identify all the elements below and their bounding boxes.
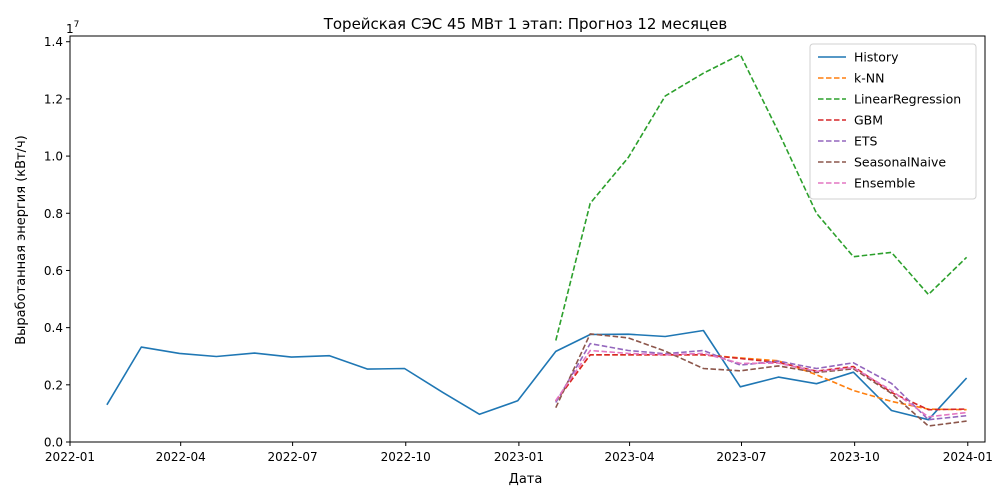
y-tick-label: 0.8 xyxy=(44,207,63,221)
series-line-ensemble xyxy=(555,349,967,418)
chart-title: Торейская СЭС 45 МВт 1 этап: Прогноз 12 … xyxy=(323,15,728,33)
x-tick-label: 2022-07 xyxy=(268,450,318,464)
series-line-linearregression xyxy=(555,53,968,341)
y-tick-label: 1.2 xyxy=(44,92,63,106)
series-line-history xyxy=(106,329,968,421)
legend-label-ets: ETS xyxy=(854,134,878,149)
x-tick-label: 2023-10 xyxy=(830,450,880,464)
legend-label-seasonalnaive: SeasonalNaive xyxy=(854,155,946,170)
y-tick-label: 0.2 xyxy=(44,378,63,392)
plot-area: 2022-01 2022-04 2022-07 2022-10 2023-01 2023-… xyxy=(44,35,993,464)
legend: History k-NN LinearRegression GBM ETS Seasona… xyxy=(809,43,977,200)
x-tick-label: 2022-10 xyxy=(381,450,431,464)
y-tick-label: 0.6 xyxy=(44,264,63,278)
series-line-ets xyxy=(555,342,967,421)
series-line-gbm xyxy=(555,353,967,411)
x-tick-label: 2022-01 xyxy=(45,450,95,464)
y-tick-label: 1.0 xyxy=(44,150,63,164)
y-axis-label: Выработанная энергия (кВт/ч) xyxy=(14,135,29,345)
x-tick-label: 2023-07 xyxy=(716,450,766,464)
y-tick-label: 1.4 xyxy=(44,35,63,49)
legend-label-k-nn: k-NN xyxy=(854,71,884,86)
x-tick-label: 2023-04 xyxy=(605,450,655,464)
legend-label-linearregression: LinearRegression xyxy=(854,92,961,107)
legend-label-ensemble: Ensemble xyxy=(854,176,916,191)
x-tick-label: 2023-01 xyxy=(494,450,544,464)
x-tick-label: 2024-01 xyxy=(943,450,993,464)
y-axis-multiplier: 17 xyxy=(66,20,79,36)
legend-label-gbm: GBM xyxy=(854,113,883,128)
y-tick-label: 0.0 xyxy=(44,436,63,450)
legend-label-history: History xyxy=(854,50,899,65)
series-line-seasonalnaive xyxy=(555,333,967,427)
x-tick-label: 2022-04 xyxy=(156,450,206,464)
y-tick-label: 0.4 xyxy=(44,321,63,335)
axes-frame xyxy=(69,35,986,443)
legend-box xyxy=(809,43,977,200)
x-axis-label: Дата xyxy=(509,472,543,487)
